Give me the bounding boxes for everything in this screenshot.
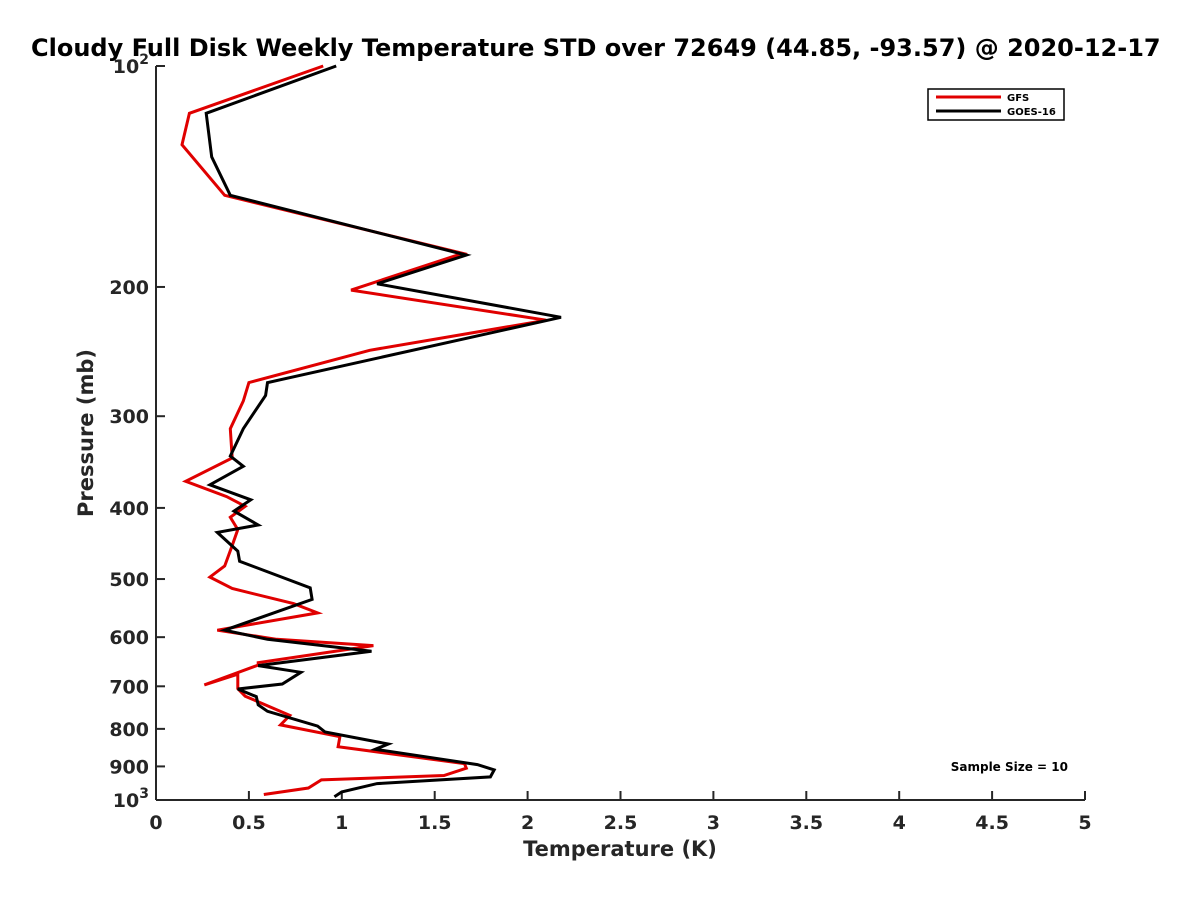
- x-tick-label: 2.5: [604, 812, 638, 834]
- series-line-gfs: [180, 64, 547, 796]
- x-tick-label: 4: [893, 812, 906, 834]
- legend-label: GOES-16: [1007, 107, 1056, 118]
- series-line-goes-16: [204, 64, 562, 799]
- y-tick-label: 300: [109, 406, 149, 428]
- y-tick-label: 700: [109, 676, 149, 698]
- chart-title: Cloudy Full Disk Weekly Temperature STD …: [31, 34, 1161, 62]
- y-tick-label: 200: [109, 277, 149, 299]
- y-tick-label: 400: [109, 498, 149, 520]
- legend-label: GFS: [1007, 93, 1029, 104]
- x-tick-label: 5: [1078, 812, 1091, 834]
- x-tick-label: 3: [707, 812, 720, 834]
- axes-group: 0 0.5 1 1.5 2 2.5 3 3.5 4 4.5 5 102 200 300 400 500 600 7…: [109, 52, 1091, 834]
- x-tick-label: 0: [149, 812, 162, 834]
- sample-size-annotation: Sample Size = 10: [951, 760, 1068, 774]
- x-tick-label: 1.5: [418, 812, 452, 834]
- y-tick-label: 102: [113, 52, 149, 78]
- y-tick-label: 600: [109, 627, 149, 649]
- x-tick-label: 4.5: [975, 812, 1009, 834]
- y-axis-label: Pressure (mb): [74, 349, 98, 517]
- y-tick-label: 900: [109, 756, 149, 778]
- x-tick-label: 1: [335, 812, 348, 834]
- x-tick-label: 0.5: [232, 812, 266, 834]
- x-tick-label: 2: [521, 812, 534, 834]
- y-tick-label: 500: [109, 569, 149, 591]
- y-tick-label: 103: [113, 786, 149, 812]
- y-tick-label: 800: [109, 719, 149, 741]
- x-tick-label: 3.5: [789, 812, 823, 834]
- legend: GFS GOES-16: [927, 88, 1065, 121]
- series-group: [180, 64, 562, 799]
- x-axis-label: Temperature (K): [523, 837, 717, 861]
- legend-box: [927, 88, 1065, 121]
